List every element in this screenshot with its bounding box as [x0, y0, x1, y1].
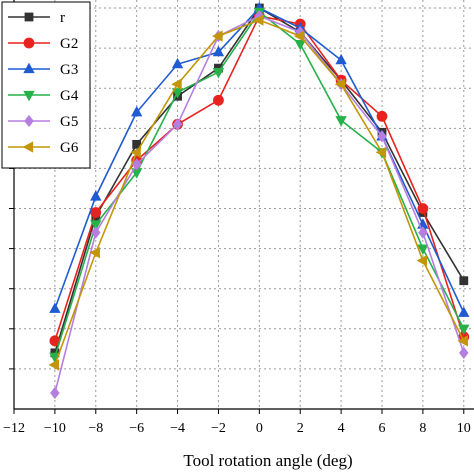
x-tick-label: 6: [379, 421, 386, 436]
x-tick-label: −10: [44, 421, 66, 436]
data-point-r: [459, 276, 469, 286]
data-point-G2: [213, 94, 224, 106]
legend-label: G3: [60, 62, 78, 78]
legend-marker: [23, 90, 35, 102]
data-point-G6: [334, 78, 346, 90]
x-tick-label: 2: [297, 421, 304, 436]
data-point-G3: [212, 45, 225, 57]
legend-label: r: [60, 10, 65, 26]
data-point-G5: [377, 130, 387, 143]
data-point-G2: [90, 207, 102, 218]
legend: r G2 G3 G4 G5 G6: [1, 1, 91, 169]
x-tick-label: −4: [170, 421, 185, 436]
series-group: [48, 1, 470, 400]
data-point-G5: [172, 118, 183, 131]
data-point-G3: [90, 190, 102, 201]
series-G6: [48, 14, 468, 371]
x-tick-label: 10: [457, 421, 471, 436]
x-tick-label: −12: [3, 421, 25, 436]
legend-marker: [24, 114, 34, 128]
data-point-G6: [416, 254, 428, 267]
data-point-G4: [458, 324, 470, 336]
x-axis-title: Tool rotation angle (deg): [183, 451, 352, 470]
data-point-G5: [131, 158, 142, 171]
x-tick-label: −6: [129, 421, 144, 436]
legend-label: G5: [60, 114, 78, 130]
data-point-G6: [89, 246, 100, 259]
data-point-G4: [212, 68, 225, 79]
data-point-G4: [294, 39, 306, 51]
data-point-G4: [335, 116, 347, 127]
data-point-G6: [130, 146, 141, 159]
legend-label: G6: [60, 140, 79, 156]
x-tick-labels: −12 −10 −8 −6 −4 −2 0 2 4 6 8 10: [3, 421, 471, 436]
data-point-G3: [335, 53, 347, 65]
data-point-G6: [48, 359, 60, 371]
x-tick-label: 4: [338, 421, 345, 436]
legend-marker: [23, 37, 35, 49]
legend-marker: [24, 12, 34, 22]
data-point-G6: [171, 78, 182, 90]
legend-marker: [23, 62, 35, 74]
legend-box: [1, 1, 91, 169]
data-point-G2: [376, 110, 388, 122]
x-tick-label: −2: [211, 421, 226, 436]
data-point-G3: [458, 306, 470, 317]
legend-label: G4: [60, 88, 79, 104]
data-point-G4: [417, 244, 429, 255]
data-point-G3: [130, 105, 143, 117]
data-point-G2: [417, 203, 429, 214]
data-point-G5: [418, 226, 428, 239]
data-point-G3: [171, 57, 184, 69]
data-point-G3: [49, 302, 61, 313]
legend-label: G2: [60, 36, 78, 52]
legend-item-G5: G5: [8, 114, 78, 130]
data-point-G6: [212, 30, 223, 42]
data-point-G4: [171, 88, 184, 99]
x-tick-label: −8: [88, 421, 103, 436]
legend-item-G2: G2: [8, 36, 78, 52]
data-point-G5: [50, 386, 60, 400]
data-point-G5: [91, 226, 101, 239]
legend-item-r: r: [8, 10, 65, 26]
data-point-G5: [459, 346, 469, 360]
data-point-G6: [293, 30, 305, 42]
data-point-G6: [375, 146, 387, 159]
data-point-G4: [90, 220, 102, 231]
x-tick-label: 0: [256, 421, 263, 436]
data-point-G6: [457, 335, 468, 347]
legend-marker: [22, 141, 34, 153]
x-tick-label: 8: [419, 421, 426, 436]
legend-item-G6: G6: [8, 140, 79, 156]
data-point-G6: [252, 14, 264, 26]
legend-item-G4: G4: [8, 88, 79, 104]
legend-item-G3: G3: [8, 62, 78, 78]
